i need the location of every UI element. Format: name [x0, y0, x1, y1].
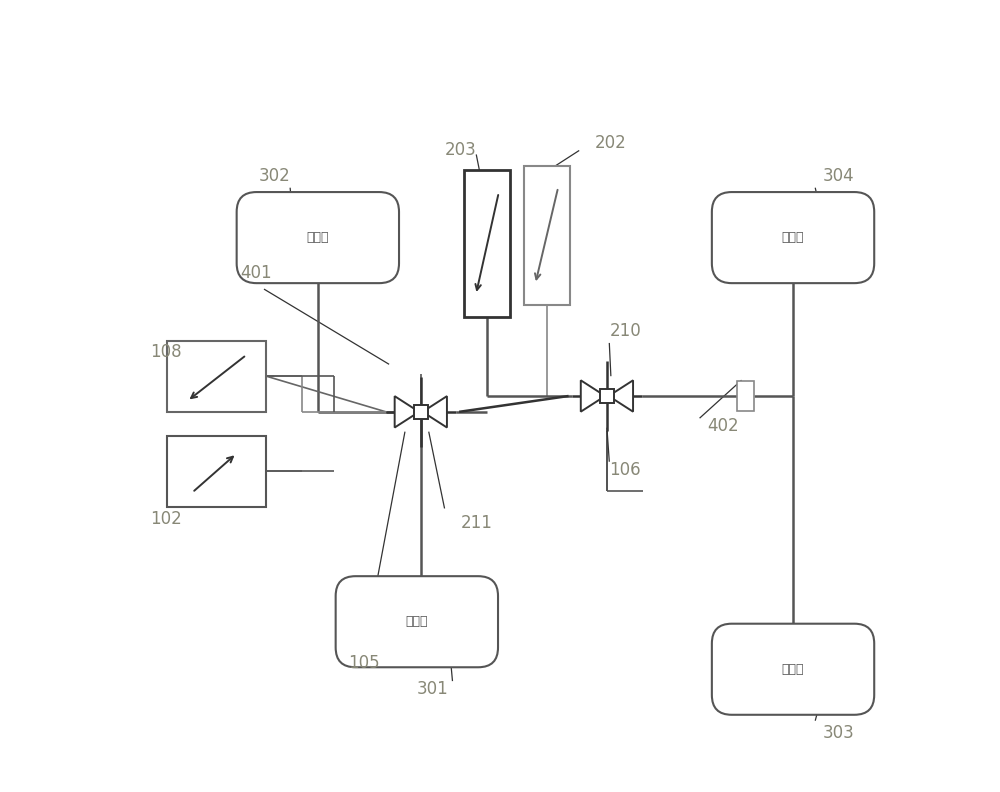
Polygon shape [581, 380, 605, 412]
Text: 制动器: 制动器 [307, 231, 329, 244]
Text: 制动器: 制动器 [406, 615, 428, 628]
FancyBboxPatch shape [712, 192, 874, 284]
Text: 106: 106 [609, 461, 641, 478]
Text: 210: 210 [609, 322, 641, 340]
Bar [600, 389, 614, 403]
Text: 302: 302 [258, 167, 290, 185]
Bar [464, 170, 510, 317]
Polygon shape [423, 396, 447, 428]
FancyBboxPatch shape [712, 624, 874, 714]
Text: 402: 402 [708, 417, 739, 435]
Text: 211: 211 [460, 514, 492, 531]
Text: 制动器: 制动器 [782, 663, 804, 676]
Text: 102: 102 [150, 510, 182, 527]
Bar [167, 436, 266, 507]
Text: 105: 105 [348, 654, 380, 672]
Text: 301: 301 [417, 680, 449, 698]
Bar [524, 166, 570, 305]
Bar [167, 341, 266, 412]
Text: 202: 202 [595, 134, 627, 151]
Text: 制动器: 制动器 [782, 231, 804, 244]
FancyBboxPatch shape [336, 576, 498, 667]
Polygon shape [395, 396, 419, 428]
Text: 304: 304 [823, 167, 855, 185]
Polygon shape [609, 380, 633, 412]
Bar [414, 405, 428, 419]
Text: 108: 108 [150, 344, 182, 361]
FancyBboxPatch shape [237, 192, 399, 284]
Text: 303: 303 [823, 724, 855, 741]
Text: 203: 203 [445, 142, 476, 159]
Text: 401: 401 [240, 265, 272, 282]
Bar [737, 381, 754, 411]
